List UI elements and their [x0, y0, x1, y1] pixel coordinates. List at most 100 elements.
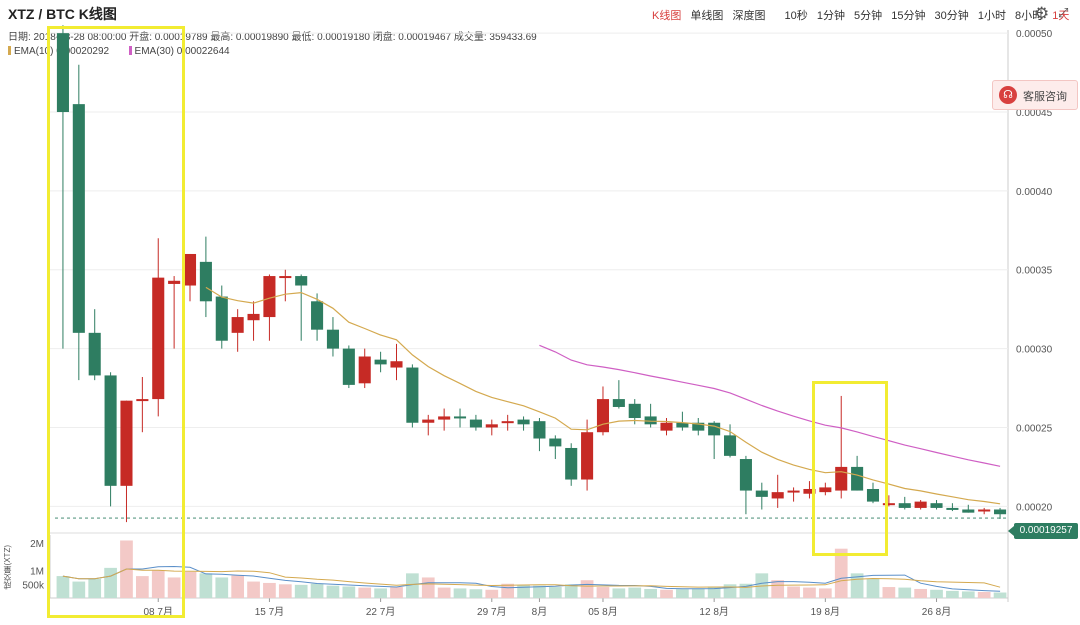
- customer-service-label: 客服咨询: [1023, 91, 1067, 103]
- volume-bar: [771, 580, 785, 598]
- volume-bar: [151, 570, 165, 598]
- volume-bar: [946, 590, 959, 598]
- page-title: XTZ / BTC K线图: [8, 6, 117, 22]
- interval-5m[interactable]: 5分钟: [854, 10, 883, 22]
- ema30-line: [539, 344, 1001, 467]
- volume-bar: [342, 586, 356, 598]
- interval-15m[interactable]: 15分钟: [891, 10, 926, 22]
- candle-down: [295, 276, 308, 286]
- volume-bar: [199, 573, 213, 598]
- candle-down: [72, 104, 85, 333]
- volume-bar: [167, 577, 181, 598]
- volume-bar: [977, 591, 991, 598]
- volume-bar: [183, 571, 197, 598]
- volume-bar: [930, 589, 943, 598]
- volume-bar: [469, 589, 483, 598]
- y-tick-label: 0.00020: [1016, 502, 1053, 513]
- candle-down: [612, 399, 625, 407]
- ohlc-readout: 日期: 2018-08-28 08:00:00 开盘: 0.00019789 最…: [8, 32, 537, 43]
- interval-1d[interactable]: 1天: [1052, 10, 1070, 22]
- volume-bar: [723, 584, 737, 598]
- customer-service-button[interactable]: ☊ 客服咨询: [992, 80, 1078, 110]
- volume-bar: [548, 587, 562, 598]
- volume-bar: [517, 584, 530, 598]
- x-tick-label: 19 8月: [811, 606, 840, 618]
- x-tick-label: 29 7月: [477, 606, 506, 618]
- volume-bar: [580, 580, 594, 598]
- candle-up: [183, 253, 197, 286]
- expand-icon[interactable]: ⤢: [1058, 5, 1069, 20]
- candle-down: [898, 503, 911, 508]
- tab-kline[interactable]: K线图: [652, 10, 682, 22]
- volume-bar: [961, 591, 975, 598]
- volume-bar: [326, 585, 340, 598]
- x-tick-label: 22 7月: [366, 606, 395, 618]
- y-tick-label: 0.00035: [1016, 266, 1053, 277]
- candle-up: [596, 399, 610, 433]
- candle-down: [104, 375, 117, 486]
- interval-1m[interactable]: 1分钟: [816, 10, 845, 22]
- candle-down: [755, 490, 768, 497]
- last-price-tag: 0.00019257: [1008, 523, 1078, 539]
- tab-depth[interactable]: 深度图: [732, 10, 766, 22]
- volume-bar: [707, 586, 721, 598]
- candle-down: [311, 301, 324, 330]
- candle-up: [803, 488, 816, 494]
- volume-bar: [231, 575, 245, 598]
- volume-bar: [263, 582, 276, 598]
- x-tick-label: 26 8月: [922, 606, 951, 618]
- volume-bar: [834, 548, 848, 598]
- candle-up: [263, 276, 276, 318]
- gear-icon[interactable]: ⚙: [1034, 4, 1050, 23]
- x-tick-label: 8月: [532, 606, 548, 618]
- volume-bar: [453, 588, 467, 598]
- volume-bar: [358, 587, 372, 598]
- candle-up: [787, 490, 800, 493]
- volume-bar: [485, 589, 499, 598]
- volume-ma5-line: [62, 565, 1001, 592]
- candle-down: [866, 488, 880, 502]
- volume-bar: [993, 592, 1007, 598]
- volume-bar: [390, 587, 403, 598]
- volume-bar: [676, 589, 689, 598]
- volume-bar: [421, 577, 435, 598]
- candle-up: [882, 503, 895, 506]
- chart-toolbar: K线图 单线图 深度图 10秒 1分钟 5分钟 15分钟 30分钟 1小时 8小…: [652, 7, 1075, 23]
- candle-up: [438, 416, 451, 420]
- tab-line[interactable]: 单线图: [690, 10, 724, 22]
- ema10-swatch: [8, 46, 11, 55]
- x-tick-label: 15 7月: [255, 606, 284, 618]
- candle-down: [739, 459, 752, 491]
- candle-down: [962, 509, 975, 513]
- volume-tick-label: 2M: [30, 539, 44, 550]
- volume-bar: [374, 588, 387, 598]
- volume-ma10-line: [62, 568, 1001, 588]
- volume-bar: [310, 583, 324, 598]
- volume-bar: [660, 589, 673, 598]
- candle-down: [199, 261, 212, 302]
- volume-bar: [104, 567, 117, 598]
- interval-10s[interactable]: 10秒: [784, 10, 808, 22]
- volume-tick-label: 1M: [30, 567, 44, 578]
- interval-1h[interactable]: 1小时: [977, 10, 1006, 22]
- volume-bar: [294, 584, 308, 598]
- interval-8h[interactable]: 8小时: [1015, 10, 1044, 22]
- candle-up: [485, 424, 498, 428]
- candle-down: [326, 329, 339, 349]
- volume-tick-label: 500k: [22, 580, 45, 591]
- volume-bar: [136, 576, 149, 598]
- candle-down: [676, 422, 689, 428]
- candle-down: [708, 422, 721, 436]
- candle-down: [342, 348, 355, 385]
- volume-bar: [437, 587, 451, 598]
- volume-bar: [215, 577, 229, 598]
- y-tick-label: 0.00040: [1016, 187, 1053, 198]
- candle-up: [136, 399, 149, 402]
- y-tick-label: 0.00025: [1016, 423, 1053, 434]
- interval-30m[interactable]: 30分钟: [934, 10, 969, 22]
- candle-up: [358, 356, 371, 384]
- candle-down: [533, 421, 546, 439]
- candle-down: [374, 359, 387, 365]
- y-tick-label: 0.00045: [1016, 108, 1053, 119]
